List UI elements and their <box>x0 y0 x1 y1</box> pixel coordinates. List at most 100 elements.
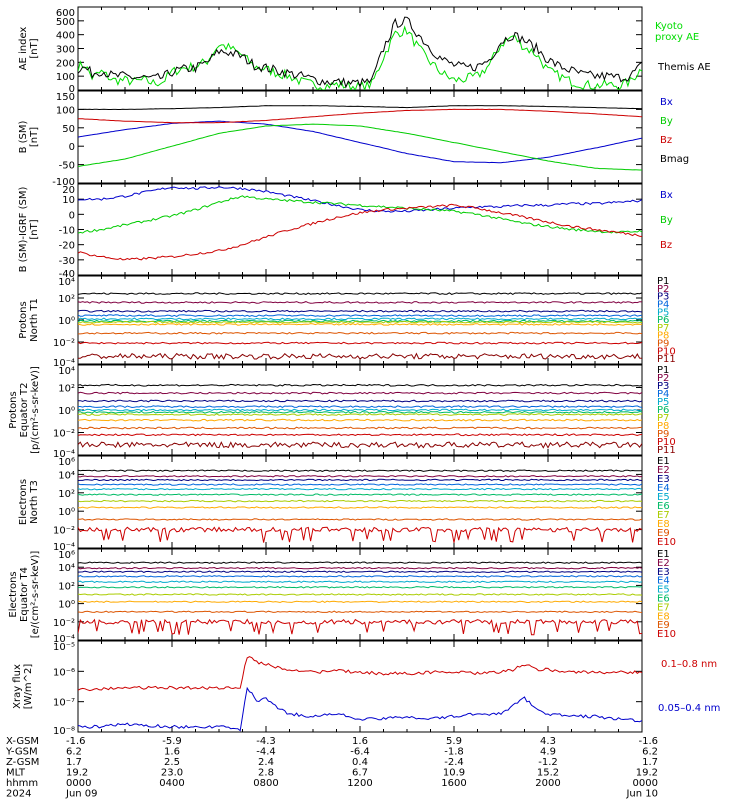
orbit-value: -2.4 <box>444 757 464 768</box>
series-group <box>78 105 642 171</box>
legend-entry: P4 <box>657 299 669 310</box>
series-line-e10 <box>78 618 642 636</box>
series-line-bmag <box>78 105 642 111</box>
y-tick-label: 400 <box>56 31 75 42</box>
series-line-p1 <box>78 383 642 387</box>
panel-8: 10⁻⁵ 10⁻⁶ 10⁻⁷ 10⁻⁸ Xray flux [W/m^2] 0.1–0.8 … <box>12 640 720 737</box>
y-tick-label: 10⁴ <box>58 366 75 377</box>
orbit-value: 15.2 <box>537 768 559 779</box>
series-line-e7 <box>78 593 642 596</box>
orbit-value: -1.6 <box>66 736 86 747</box>
panel-frame <box>77 275 643 365</box>
y-tick-label: 50 <box>62 124 75 135</box>
legend-entry: P8 <box>657 331 669 342</box>
y-axis-label: [e/(cm²-s-sr-keV)] <box>30 551 41 639</box>
y-axis-label: [nT] <box>29 219 40 239</box>
y-axis-label: [p/(cm²-s-sr-keV)] <box>30 366 41 454</box>
y-tick-label: 10⁻⁶ <box>53 667 75 678</box>
y-tick-label: 10⁶ <box>58 550 75 561</box>
legend-entry: P8 <box>657 421 669 432</box>
legend-entry: E6 <box>657 594 670 605</box>
series-line-p4 <box>78 314 642 317</box>
panel-4: 10⁴ 10² 10⁰ 10⁻² 10⁻⁴ Protons North T1 P1P2P3P4… <box>18 275 676 369</box>
series-line-p2 <box>78 301 642 304</box>
y-axis-label: B (SM) <box>18 120 29 153</box>
orbit-value: 2.4 <box>258 757 274 768</box>
legend-entry: P1 <box>657 276 669 287</box>
legend-entry: By <box>660 116 673 127</box>
y-tick-label: 10⁻² <box>53 526 75 537</box>
series-group <box>78 469 642 543</box>
orbit-value: 1200 <box>347 778 372 789</box>
series-line-p7 <box>78 320 642 324</box>
y-tick-label: -50 <box>59 161 75 172</box>
series-group <box>78 656 642 732</box>
orbit-row-label: MLT <box>6 768 26 779</box>
series-line-e3 <box>78 478 642 482</box>
legend-entry: P4 <box>657 389 669 400</box>
orbit-value: -1.2 <box>538 757 558 768</box>
orbit-value: 2000 <box>535 778 560 789</box>
legend-entry: P2 <box>657 284 669 295</box>
orbit-value: 6.7 <box>352 768 368 779</box>
series-line-p5 <box>78 317 642 321</box>
legend-entry: P10 <box>657 346 676 357</box>
legend-entry: E9 <box>657 620 670 631</box>
y-axis-label: Electrons <box>8 571 19 617</box>
y-tick-label: 100 <box>56 72 75 83</box>
y-tick-label: -20 <box>59 241 75 252</box>
series-line-e6 <box>78 493 642 496</box>
legend-entry: P7 <box>657 323 669 334</box>
panel-2: 150 100 50 0 -50 -100 B (SM) [nT] Bx By Bz Bmag <box>18 90 689 188</box>
legend-proxy-ae: proxy AE <box>655 32 699 43</box>
orbit-value: 1.6 <box>352 736 368 747</box>
panel-5: 10⁴ 10² 10⁰ 10⁻² 10⁻⁴ Protons Equator T2 [p/(cm… <box>8 364 676 460</box>
y-axis-label: B (SM)-IGRF (SM) <box>18 187 29 273</box>
legend-entry: Bz <box>660 135 672 146</box>
series-line-p10 <box>78 341 642 345</box>
y-axis-label: [nT] <box>29 38 40 58</box>
series-line-kyoto-proxy-ae <box>78 25 642 90</box>
orbit-value: 19.2 <box>66 768 88 779</box>
orbit-axis-table: X-GSMY-GSMZ-GSMMLThhmm2024-1.66.21.719.2… <box>5 736 658 800</box>
series-line-e7 <box>78 499 642 503</box>
orbit-value: Jun 09 <box>65 789 98 800</box>
y-tick-label: 10⁰ <box>58 600 75 611</box>
legend-entry: P10 <box>657 437 676 448</box>
series-line-e8 <box>78 506 642 509</box>
series-group <box>78 383 642 449</box>
series-line-p10 <box>78 433 642 437</box>
legend-entry: E5 <box>657 585 670 596</box>
series-line-p5 <box>78 408 642 412</box>
orbit-value: -5.9 <box>162 736 182 747</box>
orbit-value: 4.3 <box>540 736 556 747</box>
legend-kyoto: Kyoto <box>655 21 683 32</box>
legend-entry: By <box>660 215 673 226</box>
series-line-p3 <box>78 399 642 403</box>
orbit-row-label: 2024 <box>6 789 31 800</box>
y-tick-label: 10⁻⁴ <box>53 634 75 645</box>
y-tick-label: 300 <box>56 45 75 56</box>
series-line-e2 <box>78 475 642 478</box>
y-axis-label: Equator T2 <box>19 383 30 438</box>
orbit-value: 1.7 <box>642 757 658 768</box>
y-tick-label: 20 <box>62 185 75 196</box>
orbit-value: 1600 <box>441 778 466 789</box>
legend-entry: E2 <box>657 558 670 569</box>
y-tick-label: 10² <box>58 384 75 395</box>
y-axis-label: AE index <box>18 27 29 71</box>
legend-entry: P9 <box>657 429 669 440</box>
y-tick-label: 10⁻⁷ <box>53 698 75 709</box>
orbit-value: 0400 <box>159 778 184 789</box>
y-tick-label: 0 <box>69 142 75 153</box>
y-axis-label: [W/m^2] <box>23 664 34 710</box>
legend-entry: Bx <box>660 97 673 108</box>
orbit-value: 2.5 <box>164 757 180 768</box>
series-line-p4 <box>78 405 642 409</box>
legend-entry: P9 <box>657 339 669 350</box>
y-tick-label: 500 <box>56 17 75 28</box>
series-group <box>78 292 642 361</box>
y-tick-label: 150 <box>56 92 75 103</box>
